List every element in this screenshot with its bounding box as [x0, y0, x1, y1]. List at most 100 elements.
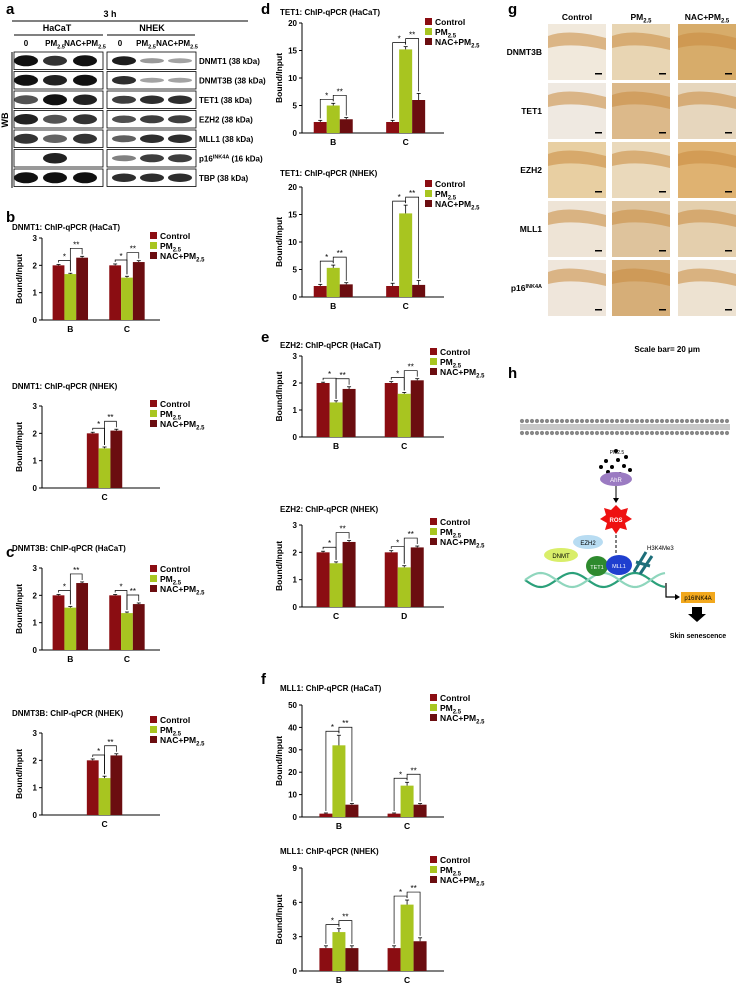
significance-label: ** — [342, 719, 348, 728]
legend-label: Control — [440, 517, 470, 527]
pathway-tet1-label: TET1 — [590, 565, 603, 571]
wb-band — [168, 77, 192, 83]
wb-box-hacat — [13, 149, 104, 168]
lipid-head — [619, 430, 625, 436]
x-tick-label: C — [404, 821, 410, 831]
significance-label: ** — [339, 371, 345, 380]
bar — [342, 541, 356, 607]
chart-title: TET1: ChIP-qPCR (HaCaT) — [280, 8, 380, 17]
chart-c-2: DNMT3B: ChIP-qPCR (HaCaT) 0 1 2 3 Bound/Input… — [12, 544, 205, 664]
panel-letter-d: d — [261, 1, 270, 18]
gene-arrowhead — [675, 594, 680, 600]
x-tick-label: B — [67, 324, 73, 334]
legend-label: PM2.5 — [440, 865, 462, 878]
ihc-epidermis — [612, 268, 670, 286]
lipid-head — [654, 418, 660, 424]
pm-particle — [616, 458, 620, 462]
lipid-head — [524, 418, 530, 424]
ihc-image — [678, 260, 736, 316]
lipid-head — [659, 430, 665, 436]
legend-swatch — [150, 716, 157, 723]
y-tick-label: 3 — [33, 402, 38, 411]
bar — [397, 567, 411, 607]
lipid-head — [604, 418, 610, 424]
y-tick-label: 0 — [293, 293, 298, 302]
significance-label: * — [331, 917, 334, 926]
bar — [326, 267, 340, 297]
mll1-protein — [606, 555, 632, 575]
y-tick-label: 1 — [33, 289, 38, 298]
legend-swatch — [150, 242, 157, 249]
lipid-head — [669, 418, 675, 424]
lipid-head — [569, 418, 575, 424]
wb-row-label: MLL1 (38 kDa) — [199, 135, 254, 144]
lipid-head — [694, 418, 700, 424]
wb-lane-nhek-pm: PM2.5 — [136, 39, 156, 50]
pm-particle — [628, 468, 632, 472]
bar — [98, 448, 111, 488]
y-tick-label: 2 — [33, 429, 38, 438]
wb-row-label: EZH2 (38 kDa) — [199, 115, 253, 124]
lipid-head — [624, 418, 630, 424]
ihc-image — [678, 201, 736, 257]
wb-band — [140, 58, 164, 64]
significance-label: ** — [339, 525, 345, 534]
panel-letter-f: f — [261, 671, 267, 688]
pathway-pm-label: PM2.5 — [610, 450, 625, 456]
lipid-head — [674, 430, 680, 436]
y-tick-label: 0 — [33, 484, 38, 493]
significance-label: ** — [408, 530, 414, 539]
legend-swatch — [150, 736, 157, 743]
lipid-head — [519, 430, 525, 436]
bar — [387, 948, 401, 971]
significance-bracket — [338, 920, 353, 944]
bar — [64, 607, 77, 650]
bar — [413, 941, 427, 971]
chart-e-6: EZH2: ChIP-qPCR (HaCaT) 0 1 2 3 Bound/Input B *… — [274, 341, 485, 451]
lipid-head — [549, 418, 555, 424]
pm-particle — [614, 449, 618, 453]
wb-box-nhek — [106, 168, 197, 187]
lipid-head — [589, 418, 595, 424]
lipid-head — [639, 430, 645, 436]
lipid-head — [719, 418, 725, 424]
lipid-head — [519, 418, 525, 424]
ihc-scale-bar — [725, 309, 732, 311]
lipid-head — [689, 418, 695, 424]
y-tick-label: 10 — [288, 238, 297, 247]
lipid-head — [704, 418, 710, 424]
lipid-head — [624, 430, 630, 436]
legend-swatch — [430, 714, 437, 721]
legend-label: PM2.5 — [440, 703, 462, 716]
ihc-scale-bar — [659, 309, 666, 311]
legend-swatch — [425, 18, 432, 25]
significance-label: ** — [73, 240, 79, 249]
chart-b-0: DNMT1: ChIP-qPCR (HaCaT) 0 1 2 3 Bound/Input B… — [12, 223, 205, 334]
wb-band — [168, 173, 192, 182]
legend-label: Control — [160, 564, 190, 574]
pm-particle — [599, 465, 603, 469]
bar — [109, 265, 122, 320]
bar — [397, 393, 411, 437]
pm-particle — [610, 465, 614, 469]
significance-bracket — [332, 256, 347, 281]
lipid-head — [719, 430, 725, 436]
legend-swatch — [150, 400, 157, 407]
bar — [410, 380, 424, 437]
significance-bracket — [126, 252, 140, 275]
y-tick-label: 5 — [293, 266, 298, 275]
legend-swatch — [430, 518, 437, 525]
bar — [76, 257, 89, 320]
legend-label: NAC+PM2.5 — [435, 37, 480, 50]
bar — [384, 383, 398, 437]
wb-band — [14, 74, 38, 86]
lipid-head — [609, 430, 615, 436]
chart-f-8: MLL1: ChIP-qPCR (HaCaT) 0 10 20 30 40 50 Bound/… — [274, 684, 485, 831]
legend-swatch — [150, 585, 157, 592]
legend-label: PM2.5 — [440, 357, 462, 370]
significance-label: ** — [409, 189, 415, 198]
y-axis-label: Bound/Input — [14, 749, 24, 799]
ihc-image — [548, 83, 606, 139]
bar — [339, 119, 353, 133]
y-tick-label: 0 — [293, 967, 298, 976]
